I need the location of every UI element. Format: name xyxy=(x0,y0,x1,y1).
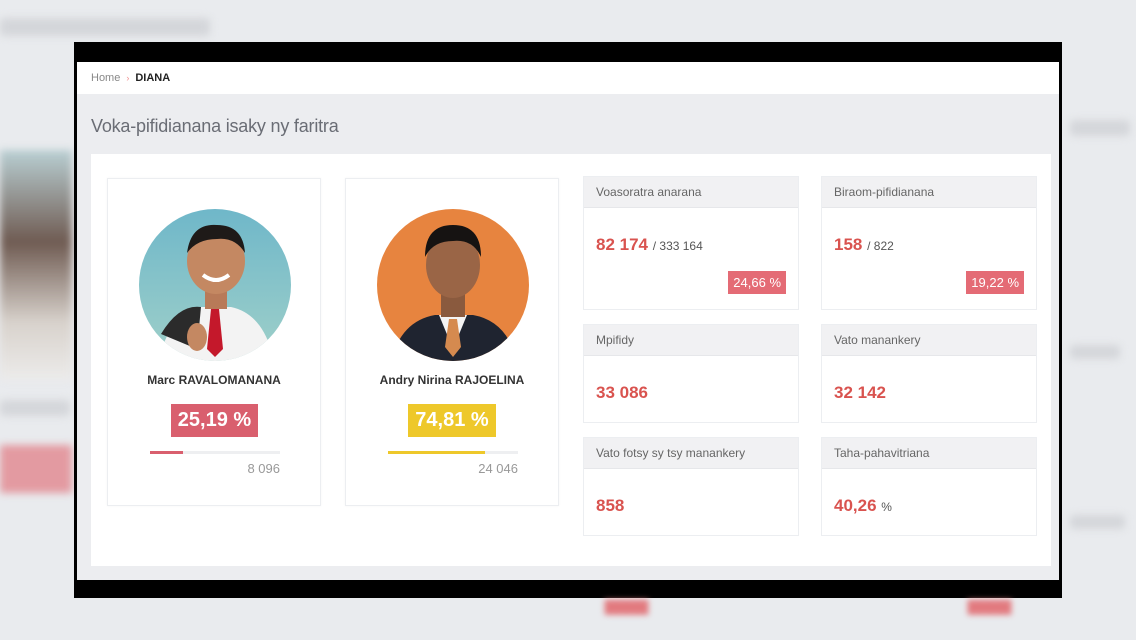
breadcrumb-current: DIANA xyxy=(135,72,171,84)
stat-number: 40,26 xyxy=(834,496,877,515)
chevron-right-icon: › xyxy=(126,73,130,83)
stat-label: Biraom-pifidianana xyxy=(822,177,1036,208)
candidate-photo xyxy=(139,209,291,361)
stat-total: / 822 xyxy=(867,239,894,253)
stat-unit: % xyxy=(881,500,892,514)
candidate-photo xyxy=(377,209,529,361)
vote-share-fill xyxy=(150,451,183,454)
page-title: Voka-pifidianana isaky ny faritra xyxy=(91,116,339,136)
candidate-votes: 24 046 xyxy=(478,461,518,476)
results-page: Home › DIANA Voka-pifidianana isaky ny far… xyxy=(77,62,1059,580)
stat-percent-badge: 19,22 % xyxy=(966,271,1024,294)
tv-screen-frame: Home › DIANA Voka-pifidianana isaky ny far… xyxy=(74,42,1062,598)
vote-share-fill xyxy=(388,451,486,454)
stat-value: 858 xyxy=(596,496,625,515)
candidate-percent-badge: 74,81 % xyxy=(408,404,496,437)
candidate-votes: 8 096 xyxy=(247,461,280,476)
candidate-card-rajoelina[interactable]: Andry Nirina RAJOELINA 74,81 % 24 046 xyxy=(345,178,559,506)
stat-value: 33 086 xyxy=(596,383,648,402)
vote-share-bar xyxy=(388,451,518,454)
stat-value: 32 142 xyxy=(834,383,886,402)
blurred-number: ▇▇▇▇ xyxy=(968,598,1012,614)
stat-number: 82 174 xyxy=(596,235,648,254)
stat-card-voters: Mpifidy 33 086 xyxy=(583,324,799,423)
stat-card-offices: Biraom-pifidianana 158 / 822 19,22 % xyxy=(821,176,1037,310)
stat-label: Taha-pahavitriana xyxy=(822,438,1036,469)
vote-share-bar xyxy=(150,451,280,454)
stat-percent-badge: 24,66 % xyxy=(728,271,786,294)
breadcrumb-home[interactable]: Home xyxy=(91,72,121,84)
candidate-name: Marc RAVALOMANANA xyxy=(147,373,281,387)
stat-card-blank-votes: Vato fotsy sy tsy manankery 858 xyxy=(583,437,799,536)
candidate-name: Andry Nirina RAJOELINA xyxy=(379,373,525,387)
stat-label: Vato manankery xyxy=(822,325,1036,356)
results-content: Marc RAVALOMANANA 25,19 % 8 096 xyxy=(91,154,1051,566)
stat-card-valid-votes: Vato manankery 32 142 xyxy=(821,324,1037,423)
breadcrumb: Home › DIANA xyxy=(91,72,170,84)
stat-total: / 333 164 xyxy=(652,239,703,253)
stat-label: Vato fotsy sy tsy manankery xyxy=(584,438,798,469)
main-panel: Voka-pifidianana isaky ny faritra xyxy=(77,94,1059,580)
stat-label: Mpifidy xyxy=(584,325,798,356)
stat-label: Voasoratra anarana xyxy=(584,177,798,208)
blurred-number: ▇▇▇▇ xyxy=(605,598,649,614)
candidate-card-ravalomanana[interactable]: Marc RAVALOMANANA 25,19 % 8 096 xyxy=(107,178,321,506)
stat-number: 158 xyxy=(834,235,863,254)
stat-value: 158 / 822 xyxy=(834,235,894,255)
candidate-percent-badge: 25,19 % xyxy=(171,404,258,437)
stat-card-turnout: Taha-pahavitriana 40,26 % xyxy=(821,437,1037,536)
stat-value: 82 174 / 333 164 xyxy=(596,235,703,255)
stat-card-registered: Voasoratra anarana 82 174 / 333 164 24,6… xyxy=(583,176,799,310)
stat-value: 40,26 % xyxy=(834,496,892,516)
